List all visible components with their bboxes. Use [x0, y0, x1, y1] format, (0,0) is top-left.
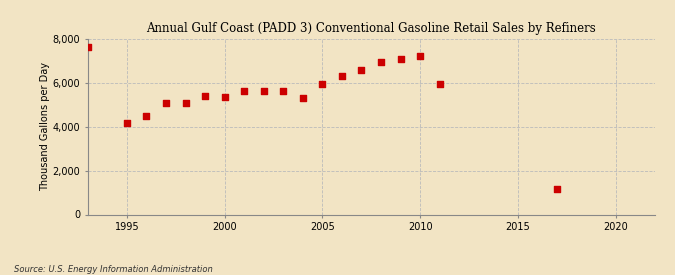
Point — [356, 68, 367, 73]
Point — [395, 57, 406, 62]
Point — [200, 94, 211, 98]
Point — [375, 59, 386, 64]
Point — [239, 89, 250, 94]
Point — [141, 113, 152, 118]
Point — [259, 89, 269, 94]
Point — [82, 45, 93, 50]
Point — [337, 74, 348, 78]
Point — [180, 101, 191, 106]
Point — [278, 89, 289, 94]
Point — [317, 81, 328, 86]
Point — [122, 121, 132, 125]
Point — [161, 101, 171, 106]
Y-axis label: Thousand Gallons per Day: Thousand Gallons per Day — [40, 62, 49, 191]
Text: Source: U.S. Energy Information Administration: Source: U.S. Energy Information Administ… — [14, 265, 212, 274]
Title: Annual Gulf Coast (PADD 3) Conventional Gasoline Retail Sales by Refiners: Annual Gulf Coast (PADD 3) Conventional … — [146, 21, 596, 35]
Point — [298, 96, 308, 100]
Point — [219, 95, 230, 100]
Point — [434, 82, 445, 86]
Point — [414, 54, 425, 58]
Point — [551, 187, 562, 191]
